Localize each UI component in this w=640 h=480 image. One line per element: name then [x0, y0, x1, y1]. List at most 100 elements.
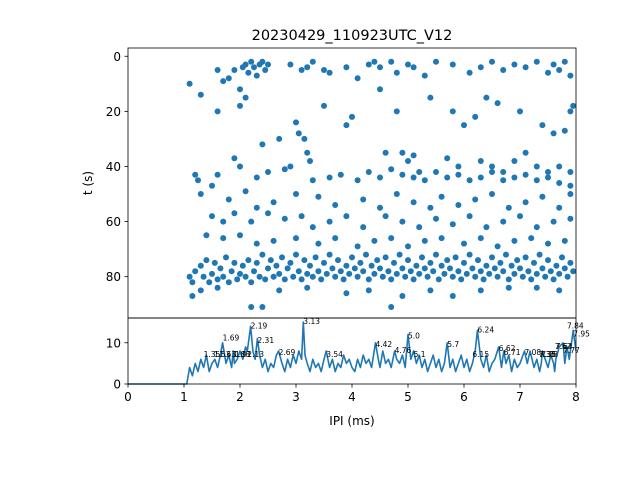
ipi-series-line: [128, 321, 577, 385]
scatter-point: [522, 199, 529, 206]
scatter-point: [301, 135, 308, 142]
scatter-point: [556, 67, 563, 73]
scatter-point: [259, 58, 266, 65]
ipi-annotation: 7.84: [567, 321, 584, 330]
scatter-point: [237, 270, 243, 277]
scatter-point: [245, 69, 252, 76]
scatter-point: [483, 224, 490, 231]
scatter-point: [533, 270, 540, 277]
scatter-point: [461, 259, 467, 266]
scatter-point: [522, 171, 529, 178]
scatter-point: [477, 158, 484, 164]
scatter-point: [424, 273, 431, 280]
scatter-point: [533, 177, 540, 184]
scatter-point: [567, 191, 574, 197]
ipi-annotation: 1.63: [219, 350, 236, 359]
ipi-peak-annotations: 1.351.531.63 1.69 1.881.912.13 2.19 2.31 2.69…: [204, 317, 591, 359]
scatter-point: [326, 174, 333, 181]
scatter-point: [239, 262, 246, 269]
scatter-point: [279, 254, 285, 261]
scatter-point: [253, 174, 260, 181]
scatter-point: [427, 259, 434, 266]
scatter-point: [197, 262, 204, 269]
scatter-point: [413, 262, 420, 269]
scatter-point: [393, 270, 400, 277]
scatter-point: [281, 166, 288, 173]
scatter-point: [315, 240, 322, 247]
scatter-point: [343, 262, 350, 269]
scatter-point: [416, 169, 423, 175]
ipi-x-tick-label: 0: [124, 390, 132, 404]
scatter-point: [542, 273, 549, 280]
scatter-point: [539, 265, 546, 272]
scatter-point: [321, 259, 327, 266]
scatter-point: [354, 75, 361, 82]
scatter-point: [298, 67, 305, 73]
scatter-point: [281, 276, 288, 283]
scatter-point: [242, 188, 249, 195]
scatter-y-tick-label: 80: [106, 270, 121, 284]
scatter-point: [242, 61, 249, 68]
scatter-point: [416, 270, 423, 277]
ipi-annotation: 7.35: [540, 350, 557, 359]
scatter-point: [197, 287, 204, 294]
scatter-point: [489, 191, 495, 197]
scatter-point: [259, 251, 266, 258]
scatter-y-tick-label: 60: [106, 215, 121, 229]
scatter-point: [472, 273, 479, 280]
scatter-points: [186, 58, 577, 310]
scatter-point: [217, 265, 224, 272]
scatter-point: [494, 273, 501, 280]
scatter-point: [304, 270, 311, 277]
scatter-point: [564, 273, 571, 280]
scatter-point: [531, 259, 537, 266]
scatter-point: [248, 279, 255, 286]
scatter-point: [556, 163, 563, 170]
scatter-point: [377, 64, 383, 71]
scatter-point: [497, 259, 504, 266]
scatter-point: [472, 196, 479, 203]
scatter-point: [231, 210, 238, 217]
scatter-point: [421, 177, 428, 184]
scatter-point: [382, 254, 389, 261]
scatter-point: [206, 279, 213, 286]
scatter-point: [284, 265, 291, 272]
scatter-point: [379, 273, 386, 280]
ipi-annotation: 6.15: [472, 350, 489, 359]
scatter-point: [410, 276, 417, 283]
scatter-point: [197, 191, 204, 197]
ipi-x-tick-label: 8: [572, 390, 580, 404]
scatter-point: [371, 237, 378, 244]
scatter-point: [321, 102, 327, 109]
scatter-point: [486, 270, 493, 277]
scatter-point: [309, 177, 316, 184]
scatter-point: [396, 251, 403, 258]
scatter-y-label: t (s): [81, 171, 95, 195]
scatter-point: [500, 169, 507, 175]
scatter-point: [237, 163, 243, 170]
scatter-point: [220, 273, 227, 280]
scatter-point: [214, 171, 221, 178]
scatter-point: [559, 254, 565, 261]
scatter-point: [447, 265, 453, 272]
scatter-point: [354, 273, 361, 280]
scatter-point: [452, 254, 459, 261]
scatter-point: [377, 174, 383, 181]
scatter-point: [545, 257, 551, 264]
scatter-point: [441, 270, 448, 277]
scatter-point: [253, 204, 260, 211]
scatter-point: [309, 224, 316, 231]
scatter-point: [248, 58, 255, 65]
ipi-annotation: 7.38: [541, 350, 558, 359]
scatter-point: [192, 171, 199, 178]
scatter-point: [377, 86, 383, 93]
scatter-point: [377, 204, 383, 211]
scatter-point: [433, 251, 439, 258]
scatter-point: [477, 268, 484, 275]
scatter-point: [293, 235, 299, 242]
scatter-point: [556, 180, 563, 186]
scatter-point: [273, 262, 280, 269]
ipi-annotation: 7.64: [556, 342, 573, 351]
scatter-point: [371, 270, 378, 277]
scatter-point: [438, 193, 445, 200]
